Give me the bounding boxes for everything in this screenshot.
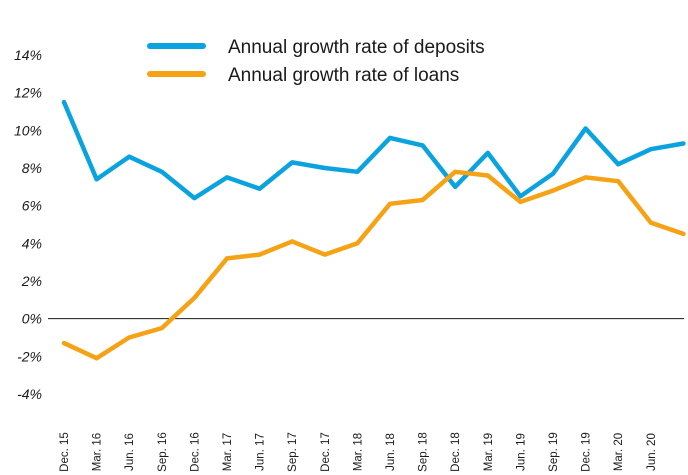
deposits-point	[290, 160, 295, 165]
deposits-point	[62, 100, 66, 105]
loans-point	[257, 252, 262, 257]
y-tick-label: -4%	[17, 386, 42, 402]
loans-point	[551, 188, 555, 193]
x-tick-label: Mar. 18	[352, 433, 364, 471]
deposits-point	[518, 194, 523, 199]
loans-point	[648, 220, 653, 225]
deposits-point	[192, 196, 197, 201]
y-tick-label: 12%	[14, 85, 42, 101]
loans-point	[388, 201, 392, 206]
legend: Annual growth rate of deposits Annual gr…	[147, 37, 485, 86]
y-tick-label: 0%	[22, 311, 42, 327]
series-line-deposits	[61, 99, 686, 201]
deposits-point	[420, 143, 425, 148]
x-tick-label: Jun. 18	[385, 433, 397, 471]
x-tick-label: Mar. 17	[222, 433, 234, 471]
x-tick-label: Dec. 19	[581, 432, 593, 472]
deposits-point	[453, 184, 458, 189]
loans-point	[127, 335, 132, 340]
loans-point	[322, 252, 327, 257]
x-tick-label: Sep. 17	[287, 432, 299, 472]
deposits-point	[257, 186, 262, 191]
series-line-loans	[61, 169, 686, 361]
loans-point	[420, 198, 425, 202]
deposits-point	[616, 162, 621, 167]
loans-point	[355, 241, 360, 246]
y-tick-label: 6%	[22, 198, 42, 214]
x-tick-label: Dec. 18	[450, 432, 462, 472]
y-tick-label: 10%	[14, 122, 42, 138]
deposits-point	[583, 126, 588, 131]
x-tick-label: Jun. 19	[515, 433, 527, 471]
x-tick-label: Mar. 20	[613, 433, 625, 471]
deposits-point	[681, 141, 686, 146]
deposits-point	[322, 166, 327, 170]
loans-point	[159, 326, 164, 331]
x-tick-label: Dec. 16	[189, 432, 201, 472]
loans-point	[453, 169, 458, 174]
loans-point	[681, 231, 686, 236]
y-tick-label: 8%	[22, 160, 42, 176]
loans-point	[583, 175, 588, 180]
x-tick-label: Mar. 19	[483, 433, 495, 471]
deposits-point	[94, 177, 99, 182]
loans-point	[225, 256, 229, 261]
loans-point	[94, 356, 99, 361]
deposits-point	[388, 135, 392, 140]
series-lines	[61, 99, 686, 361]
loans-point	[518, 199, 523, 204]
deposits-point	[648, 147, 653, 152]
y-tick-label: 2%	[21, 273, 42, 289]
y-tick-label: 4%	[22, 235, 42, 251]
loans-point	[192, 295, 197, 300]
loans-point	[616, 179, 621, 184]
loans-point	[485, 173, 490, 178]
x-axis-ticks: Dec. 15 Mar. 16 Jun. 16 Sep. 16 Dec. 16 Mar. …	[59, 432, 658, 472]
x-tick-label: Jun. 17	[255, 433, 267, 471]
x-tick-label: Sep. 18	[418, 432, 430, 472]
x-tick-label: Sep. 19	[548, 432, 560, 472]
deposits-point	[127, 154, 132, 159]
x-tick-label: Jun. 16	[124, 433, 136, 471]
x-tick-label: Dec. 17	[320, 432, 332, 472]
y-tick-label: -2%	[17, 348, 42, 364]
loans-point	[62, 341, 66, 346]
y-axis-ticks: 14% 12% 10% 8% 6% 4% 2% 0% -2% -4%	[14, 47, 42, 402]
deposits-point	[355, 169, 360, 174]
loans-point	[290, 239, 295, 244]
x-tick-label: Sep. 16	[157, 432, 169, 472]
x-tick-label: Mar. 16	[92, 433, 104, 471]
x-tick-label: Jun. 20	[646, 433, 658, 471]
y-tick-label: 14%	[14, 47, 42, 63]
deposits-point	[159, 169, 164, 174]
legend-label-loans: Annual growth rate of loans	[228, 65, 459, 86]
deposits-point	[551, 171, 555, 176]
legend-label-deposits: Annual growth rate of deposits	[228, 37, 485, 58]
deposits-point	[225, 175, 229, 180]
x-tick-label: Dec. 15	[59, 432, 71, 472]
deposits-point	[485, 150, 490, 155]
